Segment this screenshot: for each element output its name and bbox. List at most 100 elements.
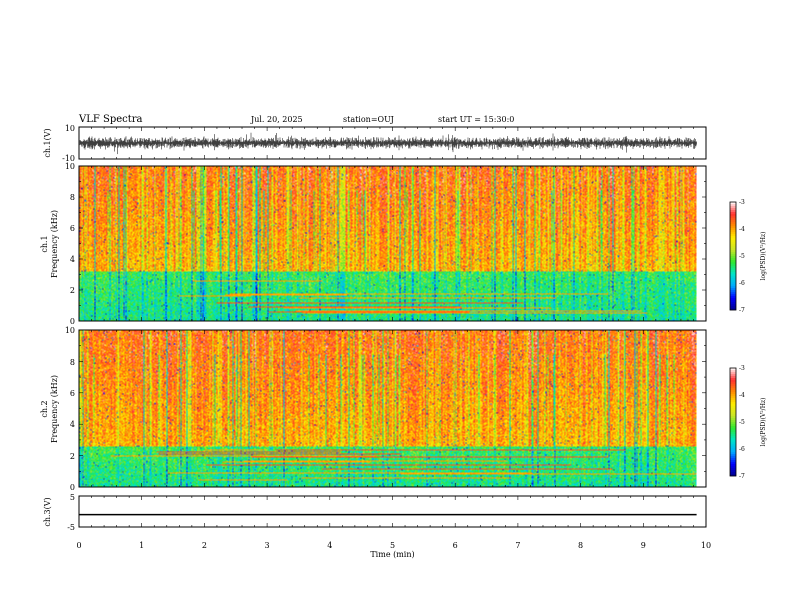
spectrogram-raster	[79, 166, 697, 321]
ch2-spectrogram-x-ticks	[78, 330, 707, 487]
ch1-colorbar-tick-m5: -5	[739, 253, 745, 260]
colorbar-swatch	[730, 288, 736, 291]
colorbar-swatch	[730, 302, 736, 305]
colorbar-swatch	[730, 284, 736, 287]
colorbar-swatch	[730, 270, 736, 273]
ch2-colorbar-tick-m6: -6	[739, 446, 745, 453]
colorbar-swatch	[730, 296, 736, 299]
ch2-colorbar-tick-m7: -7	[739, 473, 745, 480]
time-tick-4: 4	[327, 541, 332, 550]
ch1-colorbar-frame	[729, 201, 737, 311]
colorbar-swatch	[730, 282, 736, 285]
colorbar-swatch	[730, 266, 736, 269]
ch2-colorbar-tick-m3: -3	[739, 365, 745, 372]
colorbar-swatch	[730, 432, 736, 435]
ch2-ytick-0: 0	[70, 483, 75, 492]
colorbar-swatch	[730, 276, 736, 279]
ch1-spectrogram-ylabel-channel: ch.1	[40, 235, 49, 252]
colorbar-swatch	[730, 258, 736, 261]
header-station: station=OUJ	[343, 115, 394, 124]
colorbar-swatch	[730, 430, 736, 433]
ch2-ytick-2: 2	[70, 452, 75, 461]
ch2-colorbar-tick-m5: -5	[739, 419, 745, 426]
colorbar-swatch	[730, 278, 736, 281]
colorbar-swatch	[730, 414, 736, 417]
colorbar-swatch	[730, 210, 736, 213]
time-tick-1: 1	[139, 541, 144, 550]
colorbar-swatch	[730, 458, 736, 461]
time-tick-3: 3	[265, 541, 270, 550]
time-tick-10: 10	[701, 541, 711, 550]
colorbar-swatch	[730, 204, 736, 207]
colorbar-swatch	[730, 440, 736, 443]
header-date: Jul. 20, 2025	[250, 115, 303, 124]
colorbar-swatch	[730, 304, 736, 307]
colorbar-swatch	[730, 262, 736, 265]
ch2-ytick-10: 10	[65, 326, 75, 335]
colorbar-swatch	[730, 228, 736, 231]
colorbar-swatch	[730, 426, 736, 429]
colorbar-swatch	[730, 378, 736, 381]
colorbar-swatch	[730, 460, 736, 463]
header-start-time: start UT = 15:30:0	[438, 115, 514, 124]
colorbar-swatch	[730, 434, 736, 437]
ch1-colorbar-label: log(PSD)(V²/Hz)	[760, 232, 767, 281]
colorbar-swatch	[730, 230, 736, 233]
colorbar-swatch	[730, 298, 736, 301]
time-axis-tick-labels: 0 1 2 3 4 5 6 7 8 9 10	[76, 541, 711, 550]
ch2-ytick-4: 4	[70, 420, 75, 429]
colorbar-swatch	[730, 272, 736, 275]
colorbar-swatch	[730, 394, 736, 397]
colorbar-swatch	[730, 202, 736, 205]
colorbar-swatch	[730, 408, 736, 411]
colorbar-swatch	[730, 290, 736, 293]
ch2-colorbar-tick-m4: -4	[739, 392, 745, 399]
colorbar-swatch	[730, 368, 736, 371]
colorbar-swatch	[730, 208, 736, 211]
ch3-waveform-ylabel: ch.3(V)	[43, 497, 52, 526]
colorbar-swatch	[730, 256, 736, 259]
colorbar-swatch	[730, 242, 736, 245]
colorbar-swatch	[730, 234, 736, 237]
colorbar-swatch	[730, 452, 736, 455]
colorbar-swatch	[730, 382, 736, 385]
colorbar-swatch	[730, 206, 736, 209]
colorbar-swatch	[730, 246, 736, 249]
ch1-waveform-panel: 10 -10 ch.1(V)	[43, 124, 707, 163]
ch1-ytick-10: 10	[65, 162, 75, 171]
ch3-ytick-bottom: -5	[67, 523, 75, 532]
time-tick-5: 5	[390, 541, 395, 550]
colorbar-swatch	[730, 438, 736, 441]
colorbar-swatch	[730, 416, 736, 419]
colorbar-swatch	[730, 252, 736, 255]
colorbar-swatch	[730, 372, 736, 375]
colorbar-swatch	[730, 422, 736, 425]
colorbar-swatch	[730, 300, 736, 303]
ch2-spectrogram-image	[79, 330, 697, 487]
colorbar-swatch	[730, 464, 736, 467]
colorbar-swatch	[730, 374, 736, 377]
ch2-colorbar-label: log(PSD)(V²/Hz)	[760, 398, 767, 447]
colorbar-swatch	[730, 418, 736, 421]
colorbar-swatch	[730, 286, 736, 289]
ch2-colorbar-gradient	[730, 368, 736, 477]
ch1-spectrogram-panel: 0 2 4 6 8 10 ch.1 Frequency (kHz)	[40, 162, 707, 326]
ch1-colorbar-tick-m4: -4	[739, 226, 745, 233]
colorbar-swatch	[730, 370, 736, 373]
time-tick-2: 2	[202, 541, 207, 550]
colorbar-swatch	[730, 294, 736, 297]
colorbar-swatch	[730, 400, 736, 403]
ch1-ytick-2: 2	[70, 286, 75, 295]
colorbar-swatch	[730, 454, 736, 457]
time-tick-8: 8	[578, 541, 583, 550]
colorbar-swatch	[730, 232, 736, 235]
colorbar-swatch	[730, 250, 736, 253]
colorbar-swatch	[730, 410, 736, 413]
colorbar-swatch	[730, 386, 736, 389]
colorbar-swatch	[730, 264, 736, 267]
ch1-spectrogram-ylabel-frequency: Frequency (kHz)	[50, 210, 59, 278]
ch3-ytick-top: 5	[70, 493, 75, 502]
colorbar-swatch	[730, 470, 736, 473]
